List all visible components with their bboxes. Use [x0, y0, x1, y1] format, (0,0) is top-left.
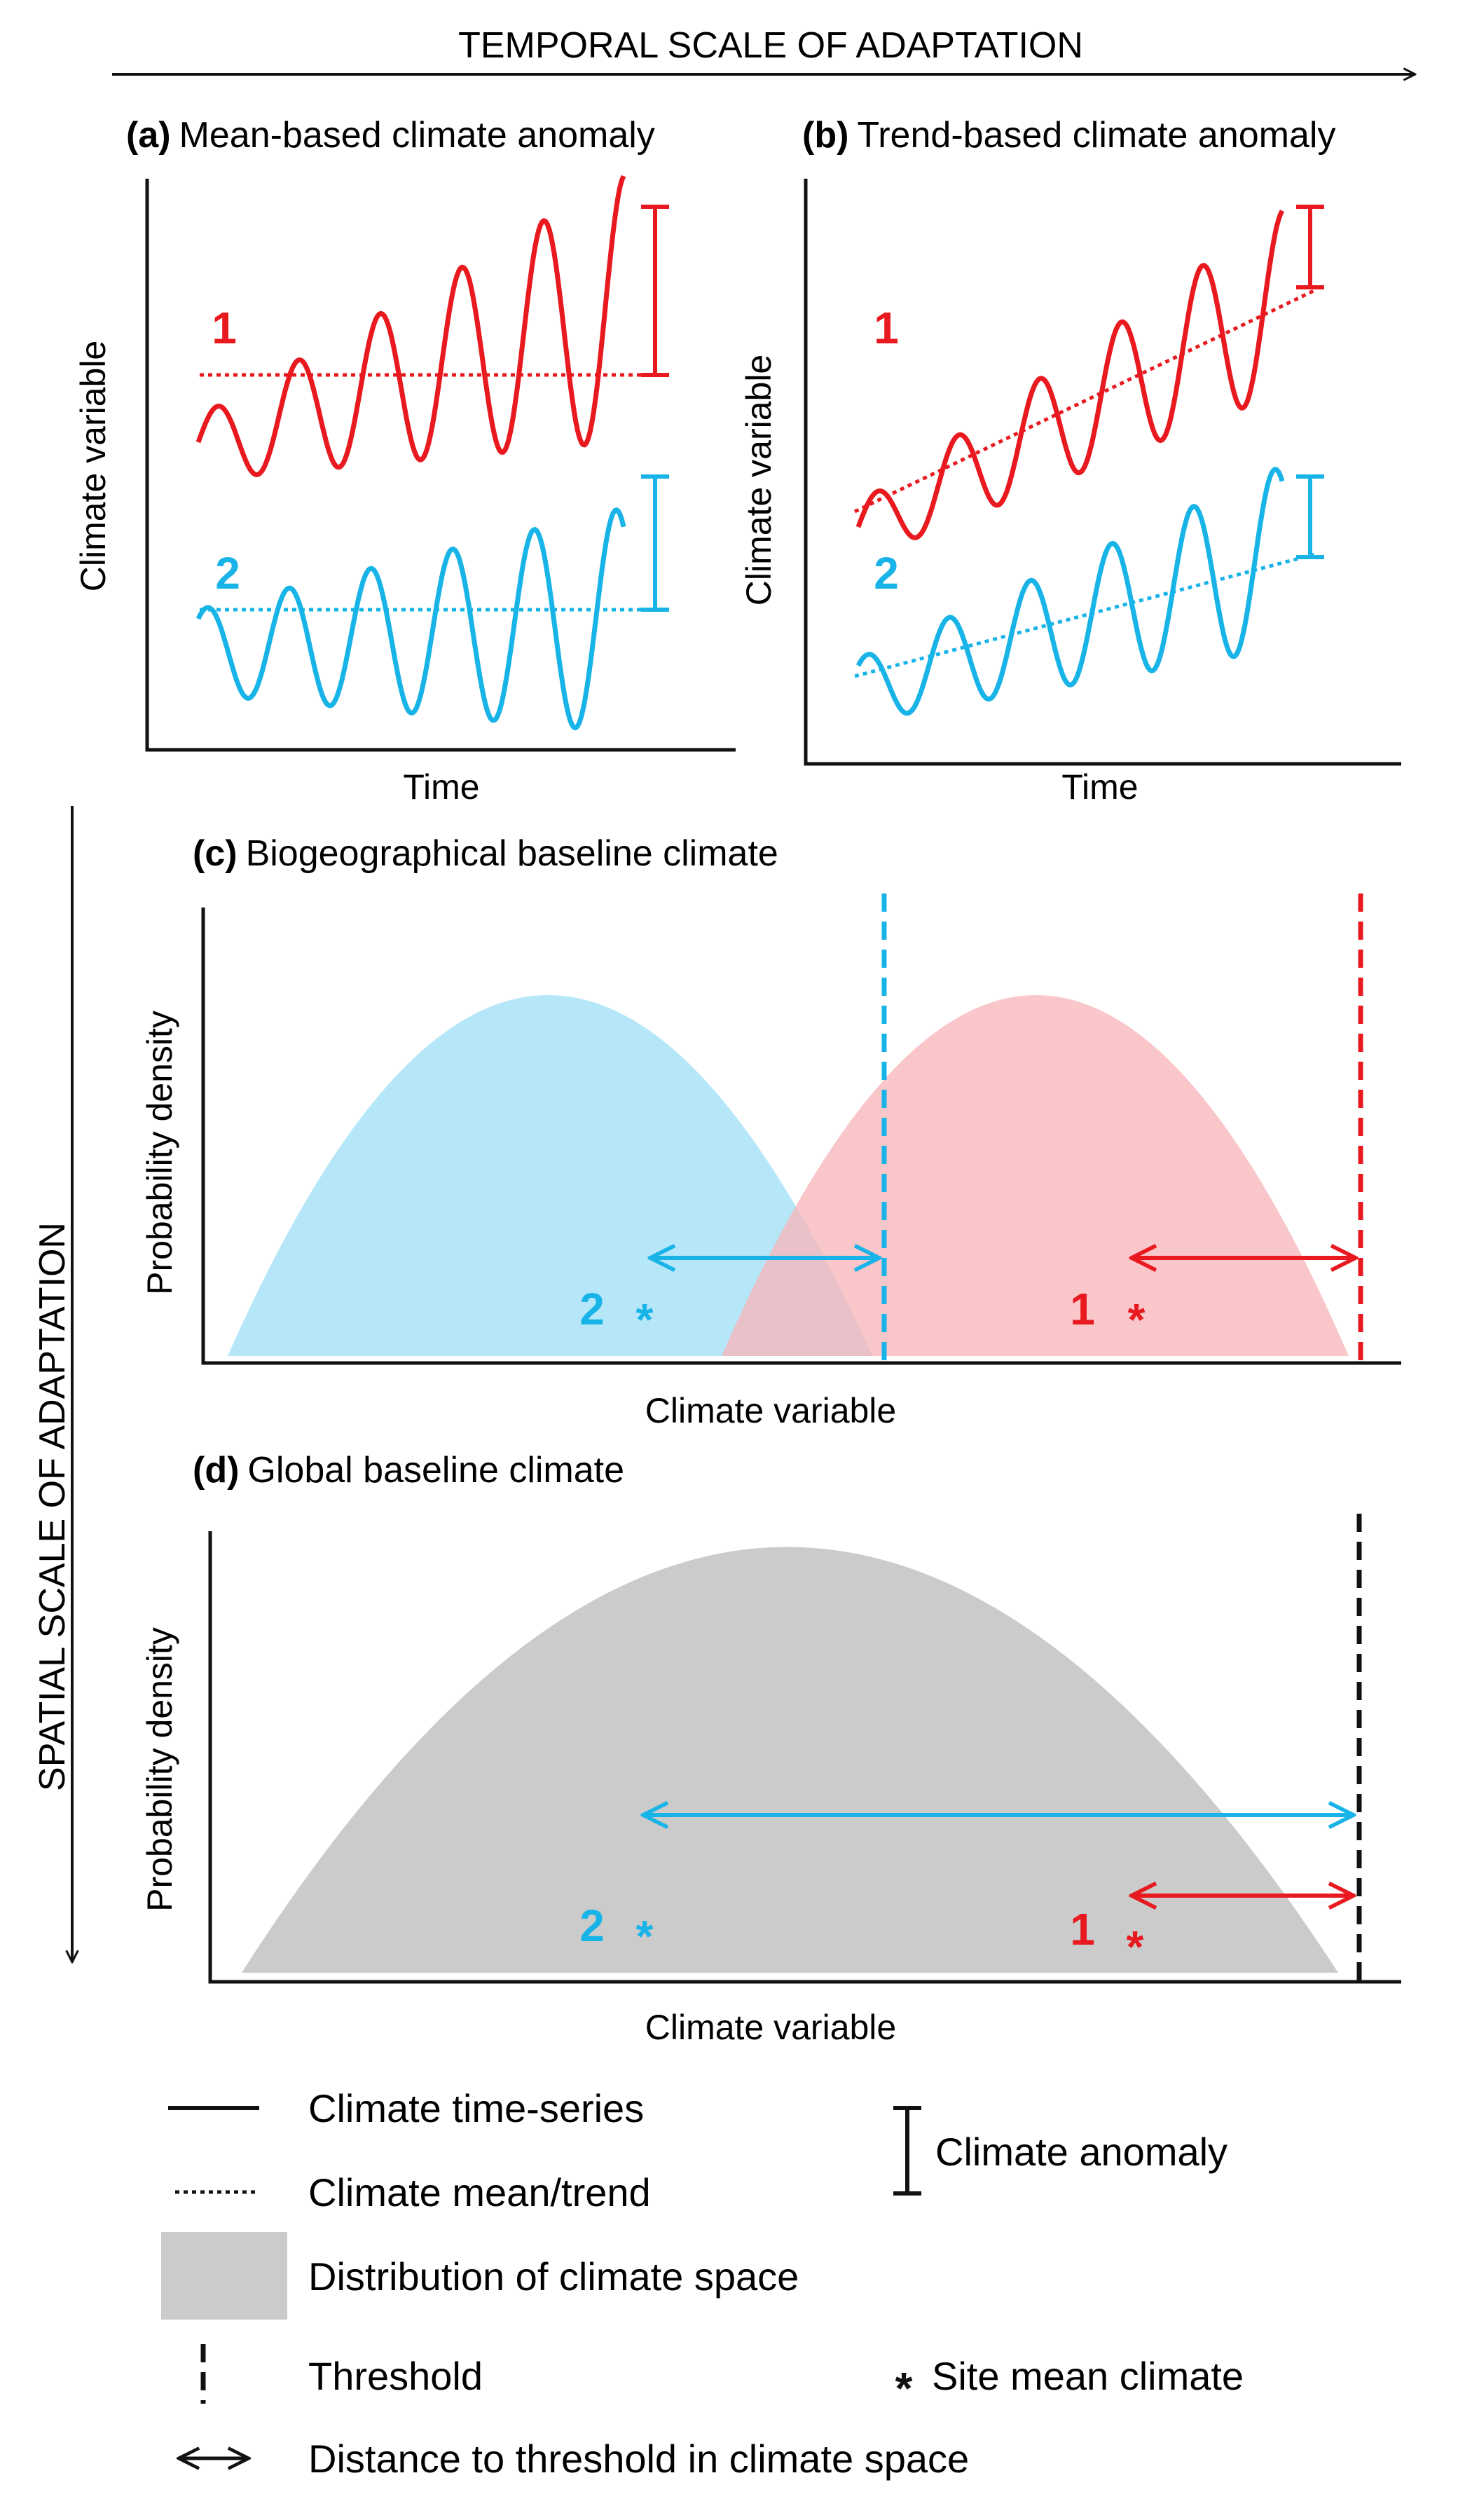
panel-c-site-mean-1: *: [1128, 1294, 1146, 1345]
legend-threshold-label: Threshold: [308, 2354, 483, 2398]
panel-b-site-label-2: 2: [874, 548, 899, 598]
panel-d-site-mean-2: *: [636, 1911, 654, 1961]
panel-c-title-text: Biogeographical baseline climate: [246, 833, 778, 874]
panel-b-letter: (b): [802, 115, 848, 156]
legend-site-mean-swatch: *: [895, 2363, 913, 2413]
panel-d-distribution: [242, 1547, 1338, 1973]
legend-distribution-label: Distribution of climate space: [308, 2254, 799, 2299]
panel-b-trend-line-1: [853, 289, 1315, 514]
panel-d-site-label-2: 2: [579, 1901, 605, 1951]
panel-c-site-label-1: 1: [1070, 1284, 1095, 1334]
panel-a-site-label-2: 2: [215, 548, 240, 598]
panel-a-anomaly-bracket-1: [641, 205, 669, 377]
panel-a-letter: (a): [126, 115, 171, 156]
panel-a-series-1: [195, 174, 626, 477]
panel-d-axes: [208, 1531, 1401, 1984]
panel-b-series-1: [855, 210, 1285, 540]
legend-mean-trend-label: Climate mean/trend: [308, 2170, 651, 2214]
panel-a-site-label-1: 1: [212, 303, 237, 353]
legend-site-mean-label: Site mean climate: [932, 2354, 1244, 2398]
panel-d: (d) Global baseline climate Probability d…: [140, 1450, 1401, 2047]
panel-a: (a) Mean-based climate anomaly Climate va…: [74, 115, 736, 807]
panel-c-title: (c) Biogeographical baseline climate: [193, 833, 778, 874]
panel-d-title: (d) Global baseline climate: [193, 1450, 624, 1491]
panel-d-ylabel: Probability density: [140, 1627, 179, 1912]
panel-c-axes: [201, 908, 1401, 1365]
panel-b-axes: [804, 179, 1401, 766]
panel-c-site-label-2: 2: [579, 1284, 605, 1334]
panel-a-anomaly-bracket-2: [641, 474, 669, 612]
panel-a-ylabel: Climate variable: [74, 341, 113, 591]
legend-distribution-swatch: [161, 2232, 287, 2320]
panel-a-series-2: [195, 507, 626, 731]
legend-anomaly-label: Climate anomaly: [935, 2130, 1227, 2174]
temporal-scale-arrow: TEMPORAL SCALE OF ADAPTATION: [112, 25, 1415, 74]
panel-b-series-2: [855, 467, 1285, 716]
panel-c-distribution-1: [722, 995, 1349, 1356]
panel-c-letter: (c): [193, 833, 238, 874]
panel-d-letter: (d): [193, 1450, 239, 1491]
panel-a-xlabel: Time: [403, 767, 479, 807]
panel-b-ylabel: Climate variable: [739, 355, 778, 605]
legend-series-label: Climate time-series: [308, 2086, 644, 2130]
legend: Climate time-series Climate mean/trend D…: [161, 2086, 1244, 2481]
panel-a-title-text: Mean-based climate anomaly: [179, 115, 655, 156]
temporal-scale-label: TEMPORAL SCALE OF ADAPTATION: [458, 25, 1083, 66]
panel-c-xlabel: Climate variable: [645, 1391, 896, 1430]
panel-c-ylabel: Probability density: [140, 1011, 179, 1295]
panel-d-title-text: Global baseline climate: [247, 1450, 624, 1491]
panel-b-title: (b) Trend-based climate anomaly: [802, 115, 1335, 156]
legend-distance-label: Distance to threshold in climate space: [308, 2437, 969, 2481]
panel-a-axes: [145, 179, 736, 752]
panel-d-site-mean-1: *: [1127, 1922, 1144, 1972]
legend-anomaly-swatch: [893, 2106, 921, 2196]
spatial-scale-arrow: SPATIAL SCALE OF ADAPTATION: [32, 806, 73, 1962]
panel-b-site-label-1: 1: [874, 303, 899, 353]
spatial-scale-label: SPATIAL SCALE OF ADAPTATION: [32, 1222, 73, 1791]
panel-c-site-mean-2: *: [636, 1294, 654, 1345]
panel-b: (b) Trend-based climate anomaly Climate v…: [739, 115, 1401, 807]
panel-d-site-label-1: 1: [1070, 1904, 1095, 1954]
panel-b-xlabel: Time: [1061, 767, 1138, 807]
panel-c: (c) Biogeographical baseline climate Prob…: [140, 833, 1401, 1430]
panel-a-title: (a) Mean-based climate anomaly: [126, 115, 655, 156]
panel-b-anomaly-bracket-1: [1296, 205, 1324, 289]
panel-b-title-text: Trend-based climate anomaly: [857, 115, 1335, 156]
panel-b-anomaly-bracket-2: [1296, 474, 1324, 559]
panel-d-xlabel: Climate variable: [645, 2008, 896, 2047]
